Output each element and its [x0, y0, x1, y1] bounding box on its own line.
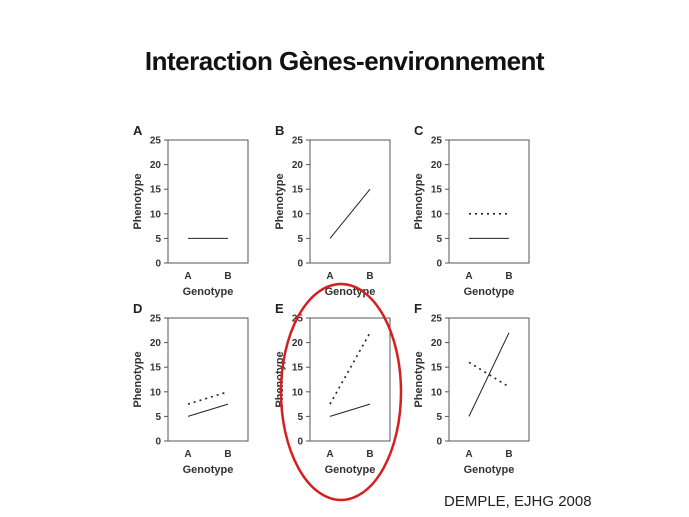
y-tick-label-a: 15 [150, 185, 162, 196]
y-tick-label-e: 10 [292, 387, 304, 398]
x-tick-label-f: A [465, 449, 472, 460]
x-tick-label-c: A [465, 271, 472, 282]
series-line-b-environment-1 [329, 188, 371, 239]
y-tick-label-f: 10 [431, 387, 443, 398]
panel-letter-a: A [133, 123, 143, 138]
y-tick-label-f: 5 [436, 412, 442, 423]
y-axis-label-c: Phenotype [413, 173, 425, 229]
x-axis-label-a: Genotype [183, 286, 234, 298]
panel-letter-f: F [414, 301, 422, 316]
y-tick-label-f: 25 [431, 314, 443, 325]
plot-frame-a [167, 139, 249, 264]
series-line-d-environment-1 [187, 403, 229, 417]
y-tick-label-d: 15 [150, 363, 162, 374]
x-tick-label-b: A [326, 271, 333, 282]
y-tick-label-a: 25 [150, 136, 162, 147]
y-tick-label-c: 20 [431, 160, 443, 171]
y-tick-label-d: 5 [155, 412, 161, 423]
x-tick-label-f: B [505, 449, 512, 460]
plot-frame-f [448, 317, 530, 442]
y-tick-label-d: 0 [155, 437, 161, 448]
y-tick-label-d: 10 [150, 387, 162, 398]
y-tick-label-b: 5 [297, 234, 303, 245]
highlight-ellipse [279, 282, 403, 502]
y-tick-label-a: 5 [155, 234, 161, 245]
x-axis-label-e: Genotype [325, 464, 376, 476]
x-axis-label-f: Genotype [464, 464, 515, 476]
y-tick-label-c: 5 [436, 234, 442, 245]
series-line-f-environment-2 [468, 361, 510, 388]
x-tick-label-e: A [326, 449, 333, 460]
series-line-e-environment-2 [329, 332, 371, 405]
x-axis-label-b: Genotype [325, 286, 376, 298]
y-tick-label-b: 10 [292, 209, 304, 220]
y-tick-label-d: 25 [150, 314, 162, 325]
panel-letter-b: B [275, 123, 284, 138]
y-tick-label-f: 20 [431, 338, 443, 349]
y-tick-label-a: 0 [155, 259, 161, 270]
y-axis-label-f: Phenotype [413, 351, 425, 407]
x-tick-label-c: B [505, 271, 512, 282]
y-tick-label-b: 15 [292, 185, 304, 196]
plot-frame-e [309, 317, 391, 442]
y-tick-label-e: 20 [292, 338, 304, 349]
y-tick-label-b: 25 [292, 136, 304, 147]
y-tick-label-b: 0 [297, 259, 303, 270]
x-axis-label-c: Genotype [464, 286, 515, 298]
x-tick-label-a: A [184, 271, 191, 282]
y-axis-label-d: Phenotype [132, 351, 144, 407]
y-tick-label-a: 10 [150, 209, 162, 220]
y-tick-label-f: 0 [436, 437, 442, 448]
y-tick-label-e: 15 [292, 363, 304, 374]
x-tick-label-e: B [366, 449, 373, 460]
y-tick-label-f: 15 [431, 363, 443, 374]
citation-credit: DEMPLE, EJHG 2008 [444, 493, 592, 510]
panel-letter-d: D [133, 301, 142, 316]
x-tick-label-d: A [184, 449, 191, 460]
plot-frame-b [309, 139, 391, 264]
panel-letter-e: E [275, 301, 284, 316]
y-tick-label-b: 20 [292, 160, 304, 171]
y-tick-label-c: 25 [431, 136, 443, 147]
y-axis-label-a: Phenotype [132, 173, 144, 229]
y-tick-label-e: 0 [297, 437, 303, 448]
x-tick-label-d: B [224, 449, 231, 460]
y-tick-label-e: 5 [297, 412, 303, 423]
panel-letter-c: C [414, 123, 424, 138]
series-line-e-environment-1 [329, 403, 371, 417]
plot-frame-d [167, 317, 249, 442]
series-line-f-environment-1 [468, 332, 510, 417]
plot-frame-c [448, 139, 530, 264]
y-tick-label-c: 10 [431, 209, 443, 220]
slide-title: Interaction Gènes-environnement [144, 46, 545, 76]
y-tick-label-c: 15 [431, 185, 443, 196]
x-tick-label-b: B [366, 271, 373, 282]
y-axis-label-b: Phenotype [274, 173, 286, 229]
x-tick-label-a: B [224, 271, 231, 282]
y-tick-label-d: 20 [150, 338, 162, 349]
y-tick-label-c: 0 [436, 259, 442, 270]
y-tick-label-a: 20 [150, 160, 162, 171]
series-line-d-environment-2 [187, 391, 229, 405]
x-axis-label-d: Genotype [183, 464, 234, 476]
